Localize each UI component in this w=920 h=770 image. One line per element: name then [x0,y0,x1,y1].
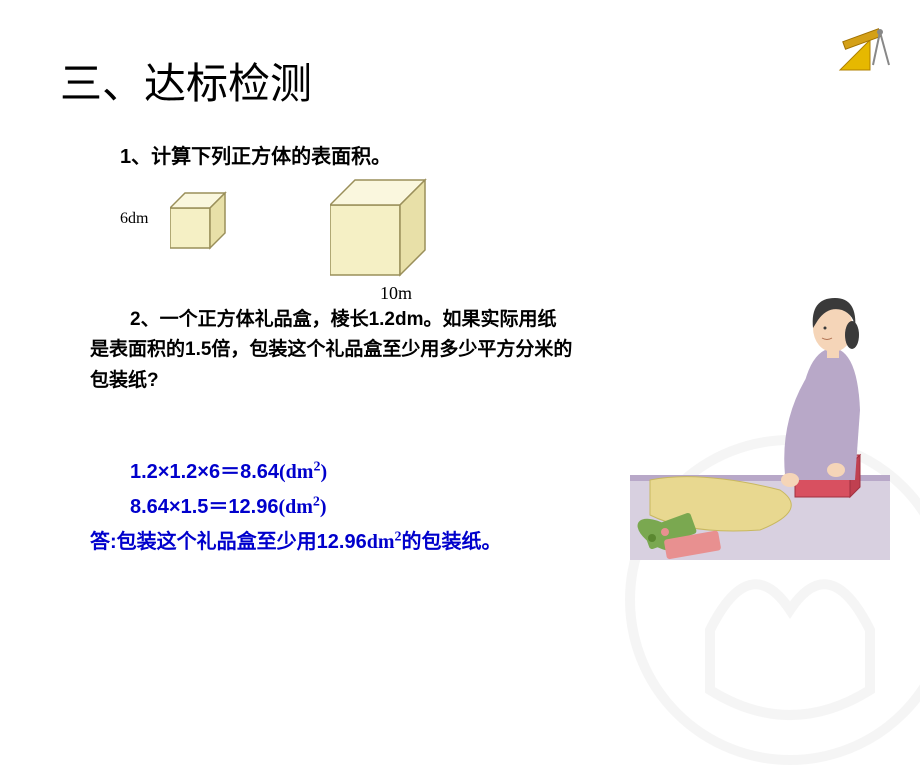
q2-line1: 2、一个正方体礼品盒，棱长1.2dm。如果实际用纸 [130,309,556,330]
calc2-expr: 8.64×1.5＝12.96 [130,496,278,518]
cube-small-icon [170,190,242,262]
answer-unit: dm [367,531,395,553]
calc2-unit: (dm [278,496,312,518]
cube2-label: 10m [380,283,412,304]
calc1-expr: 1.2×1.2×6＝8.64 [130,461,279,483]
cube1-label: 6dm [120,210,148,228]
question-1-text: 1、计算下列正方体的表面积。 [120,140,391,169]
calc2-end: ) [320,496,327,518]
section-title: 三、达标检测 [60,50,312,111]
calc2-sup: 2 [313,494,320,509]
cube-large-icon [330,175,450,295]
calc1-unit: (dm [279,461,313,483]
answer-sup: 2 [395,529,402,544]
calc1-end: ) [320,461,327,483]
calculation-line-1: 1.2×1.2×6＝8.64(dm2) [130,455,327,484]
q2-line3: 包装纸? [90,370,159,391]
answer-end: 的包装纸。 [402,531,502,553]
woman-wrapping-illustration [630,280,890,560]
geometry-tools-icon [835,20,895,80]
q2-line2: 是表面积的1.5倍，包装这个礼品盒至少用多少平方分米的 [90,339,572,360]
answer-text: 答:包装这个礼品盒至少用12.96dm2的包装纸。 [90,525,502,554]
question-2-text: 2、一个正方体礼品盒，棱长1.2dm。如果实际用纸 是表面积的1.5倍，包装这个… [90,305,660,396]
cubes-diagram: 6dm 10m [120,175,520,305]
answer-a: 答:包装这个礼品盒至少用12.96 [90,531,367,553]
calculation-line-2: 8.64×1.5＝12.96(dm2) [130,490,327,519]
